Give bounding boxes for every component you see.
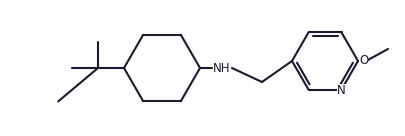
Text: N: N xyxy=(337,84,346,97)
Text: NH: NH xyxy=(213,61,231,75)
Text: O: O xyxy=(359,55,368,67)
